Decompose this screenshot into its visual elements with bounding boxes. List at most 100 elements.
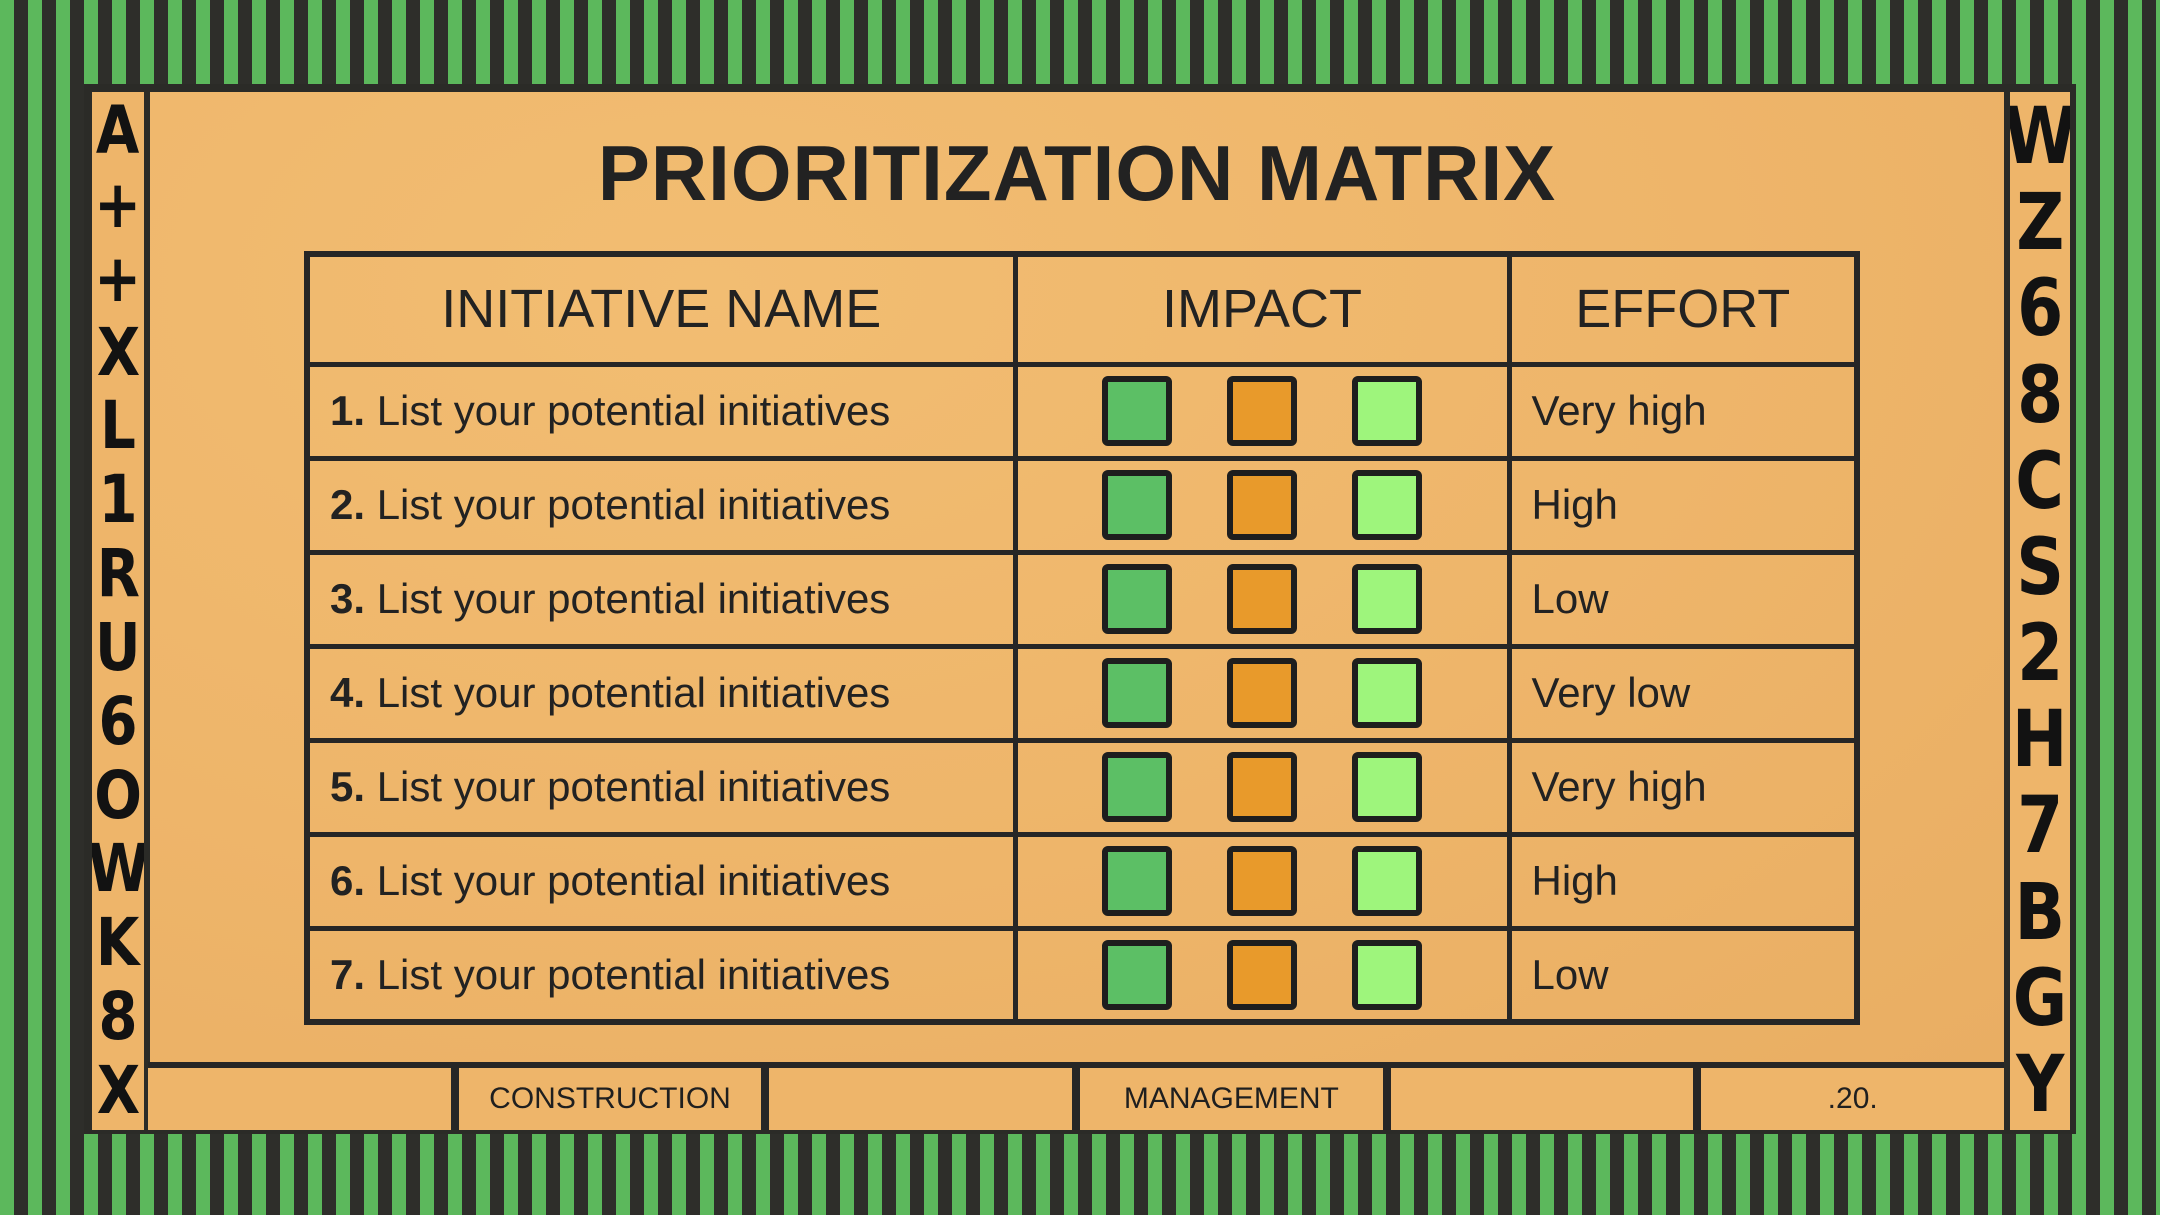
impact-cell <box>1012 737 1512 837</box>
header-initiative-name: INITIATIVE NAME <box>304 251 1018 367</box>
effort-cell: Very high <box>1506 361 1860 461</box>
impact-checkbox[interactable] <box>1227 846 1297 916</box>
impact-boxes <box>1018 658 1507 728</box>
initiative-number: 2. <box>330 481 366 528</box>
table-row: 6. List your potential initiatives High <box>304 831 1860 931</box>
effort-cell: High <box>1506 831 1860 931</box>
table-header-row: INITIATIVE NAME IMPACT EFFORT <box>304 251 1860 367</box>
initiative-name: List your potential initiatives <box>376 763 891 810</box>
decorative-letter: 8 <box>98 978 138 1056</box>
impact-checkbox[interactable] <box>1227 470 1297 540</box>
impact-checkbox[interactable] <box>1227 939 1297 1010</box>
decorative-letter: Y <box>2015 1039 2064 1130</box>
impact-checkbox[interactable] <box>1102 376 1172 446</box>
decorative-letter: B <box>2014 867 2066 958</box>
table-row: 1. List your potential initiatives Very h… <box>304 361 1860 461</box>
initiative-number: 7. <box>330 950 366 998</box>
initiative-number: 1. <box>330 387 366 434</box>
impact-checkbox[interactable] <box>1227 564 1297 634</box>
footer-segment <box>1390 1068 1694 1130</box>
effort-cell: Very low <box>1506 643 1860 743</box>
impact-boxes <box>1018 376 1507 446</box>
footer-construction: CONSTRUCTION <box>458 1068 762 1130</box>
decorative-letter: 2 <box>2016 609 2064 700</box>
initiative-name-cell: 1. List your potential initiatives <box>304 361 1018 461</box>
impact-cell <box>1012 361 1512 461</box>
footer-bar: CONSTRUCTION MANAGEMENT .20. <box>148 1062 2005 1130</box>
impact-checkbox[interactable] <box>1352 376 1422 446</box>
impact-checkbox[interactable] <box>1227 376 1297 446</box>
initiative-name-cell: 7. List your potential initiatives <box>304 925 1018 1025</box>
decorative-letter: X <box>96 313 140 391</box>
footer-segment <box>769 1068 1073 1130</box>
impact-checkbox[interactable] <box>1102 564 1172 634</box>
initiative-number: 4. <box>330 669 366 716</box>
initiative-number: 6. <box>330 857 366 904</box>
impact-checkbox[interactable] <box>1227 752 1297 822</box>
decorative-letter: 7 <box>2016 781 2064 872</box>
impact-boxes <box>1018 564 1507 634</box>
table-row: 4. List your potential initiatives Very l… <box>304 643 1860 743</box>
footer-management: MANAGEMENT <box>1080 1068 1383 1130</box>
impact-checkbox[interactable] <box>1227 658 1297 728</box>
impact-checkbox[interactable] <box>1352 658 1422 728</box>
impact-boxes <box>1018 470 1507 540</box>
decorative-letter: L <box>100 387 136 465</box>
footer-segment <box>148 1068 451 1130</box>
table-row: 2. List your potential initiatives High <box>304 455 1860 555</box>
header-impact: IMPACT <box>1012 251 1512 367</box>
initiative-name: List your potential initiatives <box>376 575 891 622</box>
impact-boxes <box>1018 752 1507 822</box>
decorative-letter: K <box>96 904 140 982</box>
impact-checkbox[interactable] <box>1352 470 1422 540</box>
decorative-letter: R <box>96 535 140 613</box>
initiative-name: List your potential initiatives <box>376 950 891 998</box>
decorative-letter: O <box>94 756 142 834</box>
table-row: 3. List your potential initiatives Low <box>304 549 1860 649</box>
decorative-letter: W <box>92 836 144 902</box>
impact-checkbox[interactable] <box>1102 846 1172 916</box>
impact-cell <box>1012 643 1512 743</box>
impact-checkbox[interactable] <box>1352 564 1422 634</box>
impact-cell <box>1012 831 1512 931</box>
effort-cell: Low <box>1506 549 1860 649</box>
impact-checkbox[interactable] <box>1352 846 1422 916</box>
right-decorative-letters: WZ68CS2H7BGY <box>2010 92 2070 1130</box>
initiative-name-cell: 3. List your potential initiatives <box>304 549 1018 649</box>
effort-cell: High <box>1506 455 1860 555</box>
impact-checkbox[interactable] <box>1102 470 1172 540</box>
impact-checkbox[interactable] <box>1102 939 1172 1010</box>
initiative-number: 5. <box>330 763 366 810</box>
decorative-letter: 6 <box>98 682 138 760</box>
header-effort: EFFORT <box>1506 251 1860 367</box>
decorative-letter: 8 <box>2016 350 2064 441</box>
decorative-letter: U <box>95 608 141 686</box>
table-row: 5. List your potential initiatives Very h… <box>304 737 1860 837</box>
impact-boxes <box>1018 846 1507 916</box>
decorative-letter: A <box>96 92 140 169</box>
initiative-name-cell: 5. List your potential initiatives <box>304 737 1018 837</box>
slide-title: PRIORITIZATION MATRIX <box>597 129 1557 217</box>
initiative-name: List your potential initiatives <box>376 387 891 434</box>
prioritization-table: INITIATIVE NAME IMPACT EFFORT 1. List yo… <box>304 251 1860 1025</box>
initiative-name: List your potential initiatives <box>376 669 891 716</box>
decorative-letter: 1 <box>98 461 138 539</box>
initiative-name-cell: 6. List your potential initiatives <box>304 831 1018 931</box>
impact-boxes <box>1018 939 1507 1010</box>
effort-cell: Very high <box>1506 737 1860 837</box>
impact-checkbox[interactable] <box>1352 939 1422 1010</box>
decorative-letter: W <box>2010 98 2070 176</box>
decorative-letter: X <box>96 1051 140 1129</box>
initiative-name: List your potential initiatives <box>376 481 891 528</box>
decorative-letter: Z <box>2015 178 2065 269</box>
footer-page-number: .20. <box>1701 1068 2005 1130</box>
impact-checkbox[interactable] <box>1102 658 1172 728</box>
impact-checkbox[interactable] <box>1102 752 1172 822</box>
impact-checkbox[interactable] <box>1352 752 1422 822</box>
initiative-name: List your potential initiatives <box>376 857 891 904</box>
decorative-letter: C <box>2015 436 2065 527</box>
decorative-letter: 6 <box>2016 264 2064 355</box>
decorative-letter: G <box>2012 953 2068 1044</box>
decorative-letter: S <box>2016 522 2064 613</box>
initiative-name-cell: 2. List your potential initiatives <box>304 455 1018 555</box>
